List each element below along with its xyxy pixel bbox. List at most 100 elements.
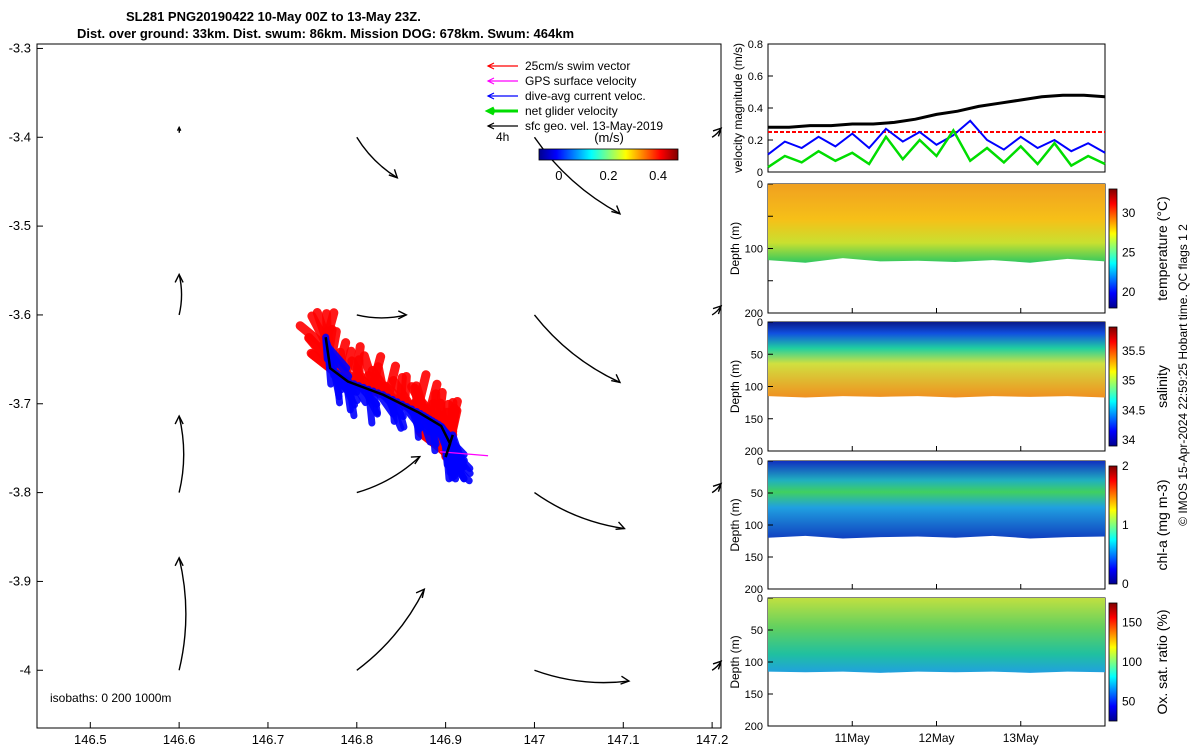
profile-data-fill [768,184,1105,263]
map-colorbar [538,148,679,161]
legend-arrowhead [486,62,495,70]
velocity-series-green [767,127,1106,169]
sfc-geo-vector [178,557,187,671]
profile-colorbar-tick-label: 30 [1122,206,1136,220]
velocity-axes-frame [767,43,1106,173]
profile-y-tick-label: 0 [757,593,763,605]
map-y-tick-label: -3.5 [9,218,31,233]
isobaths-label: isobaths: 0 200 1000m [50,691,171,705]
legend-label: GPS surface velocity [525,74,636,88]
profile-y-tick-label: 100 [745,244,763,256]
map-x-tick-label: 146.5 [74,732,107,747]
sfc-geo-arrowhead [388,169,399,179]
sfc-geo-arrowhead [611,205,622,215]
legend-arrowhead [484,106,495,116]
map-x-tick-label: 146.7 [252,732,285,747]
sfc-geo-arrowhead [712,660,723,670]
dive-avg-current-vector [449,431,468,471]
dive-avg-current-vector [369,387,381,417]
map-x-tick-label: 146.9 [429,732,462,747]
colorbar-label: (m/s) [594,130,624,145]
profile-y-label: Depth (m) [728,635,742,688]
dive-avg-current-vector [388,395,398,425]
profile-colorbar-tick-label: 2 [1122,459,1129,473]
glider-track [324,336,454,458]
map-y-tick-label: -3.6 [9,307,31,322]
credit-text: © IMOS 15-Apr-2024 22:59:25 Hobart time.… [1176,224,1190,526]
profile-y-tick-label: 150 [745,552,763,564]
map-y-tick-label: -3.7 [9,396,31,411]
profile-colorbar-tick-label: 0 [1122,577,1129,591]
profile-colorbar-tick-label: 20 [1122,285,1136,299]
sfc-geo-arrowhead [174,272,184,283]
time-x-tick-label: 11May [835,731,870,745]
sfc-geo-vector [178,274,183,316]
velocity-y-tick-label: 0.6 [748,71,763,83]
map-colorbar-tick-label: 0.4 [649,168,667,183]
map-y-tick-label: -3.4 [9,129,31,144]
sfc-geo-arrowhead [397,310,408,320]
profile-y-tick-label: 50 [751,349,763,361]
scale-label: 4h [496,130,509,144]
profile-y-tick-label: 0 [757,179,763,191]
profile-y-tick-label: 0 [757,456,763,468]
sfc-geo-arrowhead [712,482,723,492]
legend-arrowhead [486,92,495,100]
profile-y-tick-label: 200 [745,446,763,458]
sfc-geo-arrowhead [415,588,426,599]
time-x-tick-label: 13May [1003,731,1039,745]
velocity-series-blue [767,119,1106,156]
map-x-tick-label: 147.1 [607,732,640,747]
legend-label: sfc geo. vel. 13-May-2019 [525,119,663,133]
velocity-y-tick-label: 0.4 [748,103,763,115]
velocity-series-black [768,93,1106,129]
profile-y-tick-label: 200 [745,584,763,596]
map-x-tick-label: 146.6 [163,732,196,747]
profile-y-tick-label: 200 [745,721,763,733]
profile-colorbar-tick-label: 35.5 [1122,344,1146,358]
profile-colorbar-tick-label: 150 [1122,616,1142,630]
map-y-tick-label: -3.3 [9,40,31,55]
sfc-geo-vector [356,136,398,179]
profile-y-label: Depth (m) [728,498,742,551]
profile-colorbar [1108,326,1118,447]
dive-avg-current-vector [429,417,439,455]
sfc-geo-arrowhead [174,414,184,425]
profile-colorbar [1108,188,1118,309]
sfc-geo-arrowhead [712,127,723,137]
profile-colorbar-tick-label: 34 [1122,433,1136,447]
profile-y-label: Depth (m) [728,222,742,275]
profile-data-fill [768,461,1105,539]
profile-colorbar-tick-label: 34.5 [1122,403,1146,417]
legend-label: dive-avg current veloc. [525,89,646,103]
sfc-geo-arrowhead [712,304,723,315]
sfc-geo-arrowhead [176,125,182,131]
legend-label: net glider velocity [525,104,618,118]
velocity-y-label: velocity magnitude (m/s) [731,43,745,173]
sfc-geo-vector [356,456,421,494]
sfc-geo-vector [356,588,425,671]
sfc-geo-arrowhead [620,675,631,685]
profile-colorbar-tick-label: 35 [1122,374,1136,388]
map-y-tick-label: -3.9 [9,573,31,588]
legend-label: 25cm/s swim vector [525,59,630,73]
profile-y-label: Depth (m) [728,360,742,413]
sfc-geo-vector [534,669,630,684]
title-line-2: Dist. over ground: 33km. Dist. swum: 86k… [77,26,575,41]
dive-avg-current-vector [393,398,408,431]
dive-avg-current-vector [345,378,358,420]
map-x-tick-label: 147 [524,732,546,747]
profile-colorbar [1108,602,1118,722]
dive-avg-current-vector [413,407,422,441]
title-line-1: SL281 PNG20190422 10-May 00Z to 13-May 2… [126,9,421,24]
sfc-geo-arrowhead [174,556,184,567]
profile-y-tick-label: 100 [745,520,763,532]
sfc-geo-vector [533,314,621,384]
profile-y-tick-label: 100 [745,657,763,669]
profile-colorbar-label: chl-a (mg m-3) [1154,479,1170,570]
map-y-tick-label: -3.8 [9,485,31,500]
sfc-geo-vector [534,492,625,530]
profile-y-tick-label: 150 [745,689,763,701]
map-x-tick-label: 147.2 [696,732,729,747]
profile-colorbar-tick-label: 50 [1122,694,1136,708]
